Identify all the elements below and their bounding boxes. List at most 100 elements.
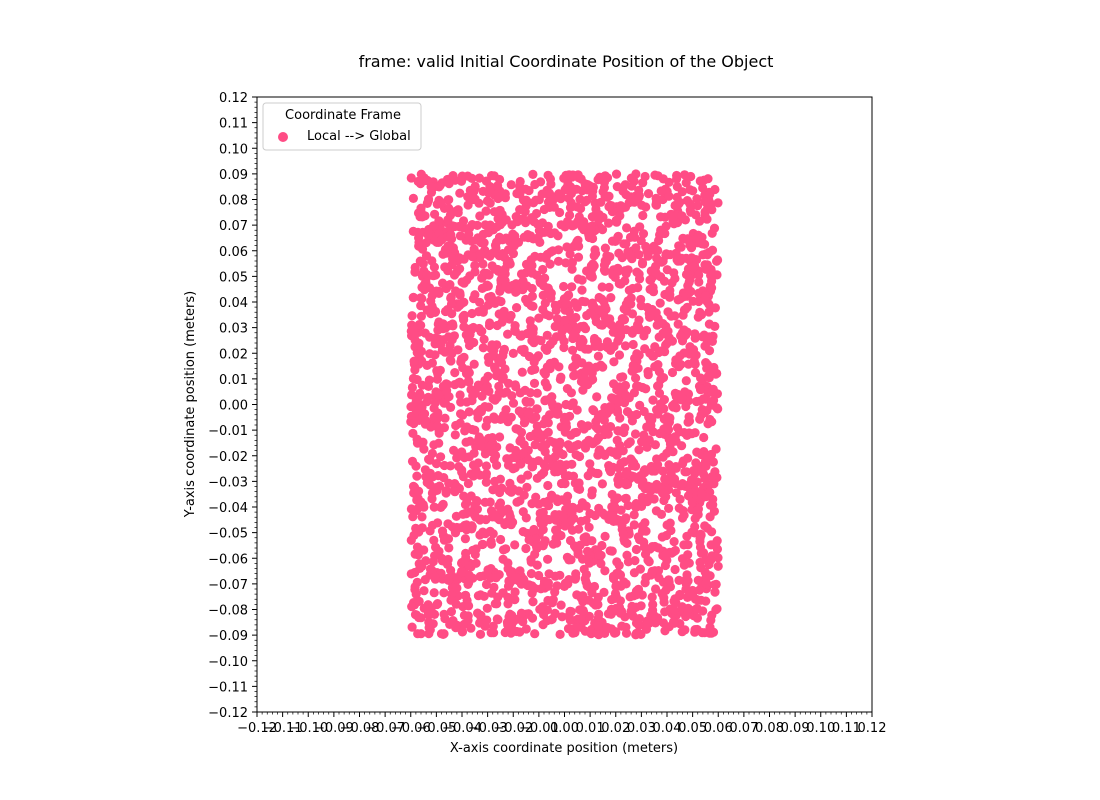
legend: Coordinate Frame Local --> Global (262, 102, 422, 151)
scatter-point (475, 249, 485, 259)
scatter-point (647, 592, 657, 602)
scatter-point (647, 466, 657, 476)
scatter-point (643, 555, 653, 565)
scatter-point (596, 559, 606, 569)
scatter-point (578, 597, 588, 607)
scatter-point (609, 628, 620, 638)
scatter-point (493, 181, 503, 191)
scatter-point (648, 599, 658, 610)
scatter-point (694, 270, 704, 280)
scatter-point (634, 445, 644, 455)
scatter-point (521, 294, 531, 304)
scatter-point (660, 560, 671, 571)
scatter-point (706, 199, 716, 209)
scatter-point (622, 223, 632, 233)
scatter-point (478, 343, 488, 353)
scatter-point (443, 241, 453, 251)
scatter-point (606, 345, 616, 355)
scatter-point (527, 365, 537, 375)
scatter-point (430, 398, 440, 408)
scatter-point (461, 553, 471, 563)
scatter-point (695, 414, 705, 424)
y-tick-label: 0.11 (219, 117, 248, 132)
scatter-point (685, 240, 695, 250)
scatter-point (664, 575, 674, 585)
y-tick-label: 0.06 (219, 245, 248, 260)
x-tick-label: −0.04 (442, 721, 482, 736)
scatter-point (491, 450, 501, 461)
scatter-point (681, 401, 691, 412)
scatter-point (581, 378, 591, 389)
scatter-point (637, 200, 647, 210)
scatter-point (677, 627, 687, 637)
scatter-point (493, 615, 503, 625)
scatter-point (612, 448, 622, 458)
scatter-point (697, 628, 707, 638)
scatter-point (434, 481, 445, 491)
y-tick-label: 0.12 (219, 91, 248, 106)
scatter-point (576, 516, 586, 526)
scatter-point (415, 390, 425, 400)
x-tick-label: 0.06 (704, 721, 733, 736)
scatter-point (430, 572, 440, 582)
scatter-point (427, 301, 437, 311)
scatter-point (508, 348, 518, 358)
scatter-point (463, 478, 473, 489)
scatter-point (446, 607, 456, 617)
scatter-point (543, 283, 553, 293)
scatter-point (591, 422, 601, 432)
scatter-point (575, 194, 585, 204)
scatter-point (493, 592, 503, 602)
scatter-point (670, 311, 680, 321)
scatter-point (526, 569, 537, 579)
y-tick-label: −0.04 (208, 501, 248, 516)
scatter-point (619, 534, 629, 544)
scatter-point (608, 327, 618, 337)
scatter-point (567, 264, 577, 274)
scatter-point (588, 405, 598, 415)
scatter-point (698, 183, 708, 193)
y-tick-label: −0.09 (208, 629, 248, 644)
scatter-point (609, 357, 619, 367)
scatter-point (511, 424, 521, 434)
scatter-point (687, 527, 697, 537)
scatter-point (482, 268, 492, 278)
scatter-point (460, 534, 470, 544)
scatter-point (658, 618, 669, 628)
scatter-point (472, 235, 482, 245)
scatter-point (684, 558, 694, 568)
scatter-point (446, 293, 456, 303)
scatter-point (487, 351, 497, 361)
scatter-point (451, 599, 461, 609)
scatter-point (611, 581, 621, 592)
scatter-point (701, 358, 711, 368)
scatter-point (560, 316, 570, 326)
scatter-point (557, 612, 567, 622)
scatter-point (488, 485, 498, 495)
x-tick-label: −0.05 (416, 721, 456, 736)
scatter-point (523, 470, 533, 480)
scatter-point (576, 217, 586, 227)
scatter-point (529, 378, 540, 388)
scatter-point (621, 390, 631, 400)
scatter-point (597, 294, 607, 304)
scatter-point (410, 267, 420, 277)
scatter-point (658, 466, 668, 476)
scatter-point (515, 176, 525, 187)
scatter-point (450, 368, 460, 378)
y-tick-label: −0.10 (208, 655, 248, 670)
scatter-point (662, 520, 672, 530)
scatter-point (496, 534, 506, 545)
y-tick-label: −0.05 (208, 527, 248, 542)
scatter-point (565, 411, 575, 421)
scatter-point (622, 550, 632, 560)
scatter-point (528, 597, 538, 607)
scatter-point (700, 260, 710, 270)
scatter-point (551, 525, 561, 535)
scatter-point (655, 298, 665, 308)
scatter-point (659, 593, 669, 603)
scatter-point (533, 351, 544, 361)
scatter-point (510, 321, 520, 331)
scatter-point (429, 588, 439, 598)
scatter-point (631, 544, 642, 555)
